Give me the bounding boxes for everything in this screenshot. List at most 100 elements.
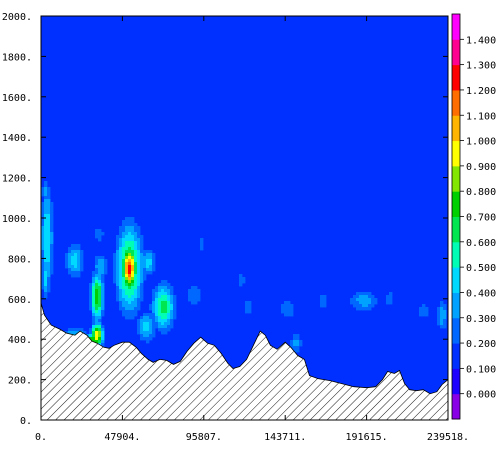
contour-cell — [359, 295, 363, 299]
contour-cell — [137, 274, 141, 278]
y-tick-label: 1400. — [2, 133, 32, 144]
contour-cell — [92, 274, 96, 278]
contour-cell — [137, 331, 141, 335]
contour-cell — [77, 268, 81, 272]
contour-cell — [104, 262, 108, 266]
contour-cell — [137, 256, 141, 260]
contour-cell — [194, 298, 198, 302]
contour-cell — [119, 250, 123, 254]
contour-cell — [245, 310, 249, 314]
contour-cell — [134, 292, 138, 296]
contour-cell — [152, 316, 156, 320]
contour-cell — [149, 304, 153, 308]
contour-cell — [137, 328, 141, 332]
contour-cell — [356, 292, 360, 296]
contour-cell — [116, 259, 120, 263]
contour-cell — [65, 256, 69, 260]
contour-cell — [128, 301, 132, 305]
contour-cell — [47, 226, 51, 230]
contour-cell — [101, 271, 105, 275]
contour-cell — [125, 310, 129, 314]
colorbar-label: 0.500 — [466, 263, 496, 274]
contour-cell — [152, 319, 156, 323]
contour-cell — [134, 286, 138, 290]
contour-cell — [158, 325, 162, 329]
contour-cell — [74, 271, 78, 275]
contour-cell — [119, 304, 123, 308]
contour-cell — [131, 280, 135, 284]
contour-cell — [164, 322, 168, 326]
contour-cell — [44, 292, 48, 296]
x-tick-label: 47904. — [104, 432, 140, 443]
contour-cell — [140, 286, 144, 290]
colorbar-swatch — [452, 343, 460, 369]
contour-cell — [128, 244, 132, 248]
contour-cell — [188, 298, 192, 302]
contour-cell — [98, 304, 102, 308]
contour-cell — [284, 313, 288, 317]
contour-cell — [146, 340, 150, 344]
contour-cell — [158, 301, 162, 305]
contour-cell — [140, 247, 144, 251]
contour-cell — [119, 235, 123, 239]
contour-cell — [152, 268, 156, 272]
contour-cell — [47, 289, 51, 293]
contour-cell — [146, 316, 150, 320]
contour-cell — [98, 283, 102, 287]
contour-cell — [134, 271, 138, 275]
colorbar-swatch — [452, 368, 460, 395]
contour-cell — [425, 307, 429, 311]
contour-cell — [137, 280, 141, 284]
contour-cell — [113, 277, 117, 281]
contour-cell — [95, 289, 99, 293]
contour-cell — [290, 310, 294, 314]
contour-cell — [116, 277, 120, 281]
contour-cell — [146, 271, 150, 275]
contour-cell — [125, 259, 129, 263]
contour-cell — [149, 259, 153, 263]
contour-cell — [146, 265, 150, 269]
contour-cell — [161, 301, 165, 305]
contour-cell — [443, 307, 447, 311]
contour-cell — [350, 298, 354, 302]
contour-cell — [140, 262, 144, 266]
contour-cell — [152, 307, 156, 311]
contour-cell — [194, 301, 198, 305]
contour-cell — [143, 259, 147, 263]
contour-cell — [95, 322, 99, 326]
contour-cell — [134, 259, 138, 263]
contour-cell — [104, 265, 108, 269]
contour-cell — [146, 313, 150, 317]
contour-cell — [104, 259, 108, 263]
contour-cell — [131, 289, 135, 293]
contour-cell — [320, 295, 324, 299]
contour-cell — [41, 247, 45, 251]
contour-cell — [119, 289, 123, 293]
y-tick-label: 200. — [8, 376, 32, 387]
contour-cell — [122, 259, 126, 263]
contour-cell — [74, 262, 78, 266]
contour-cell — [296, 346, 300, 350]
contour-cell — [365, 298, 369, 302]
contour-cell — [71, 259, 75, 263]
contour-cell — [116, 247, 120, 251]
contour-cell — [116, 283, 120, 287]
contour-cell — [101, 298, 105, 302]
contour-cell — [161, 292, 165, 296]
terrain-mask — [40, 302, 449, 421]
contour-cell — [125, 268, 129, 272]
contour-cell — [71, 262, 75, 266]
contour-cell — [95, 307, 99, 311]
contour-cell — [98, 277, 102, 281]
contour-cell — [116, 289, 120, 293]
contour-cell — [104, 268, 108, 272]
colorbar-label: 1.200 — [466, 86, 496, 97]
y-tick-label: 800. — [8, 254, 32, 265]
contour-cell — [389, 301, 393, 305]
contour-cell — [125, 283, 129, 287]
contour-cell — [50, 211, 54, 215]
contour-cell — [149, 268, 153, 272]
contour-cell — [293, 349, 297, 353]
contour-cell — [92, 286, 96, 290]
colorbar-swatch — [452, 393, 460, 420]
